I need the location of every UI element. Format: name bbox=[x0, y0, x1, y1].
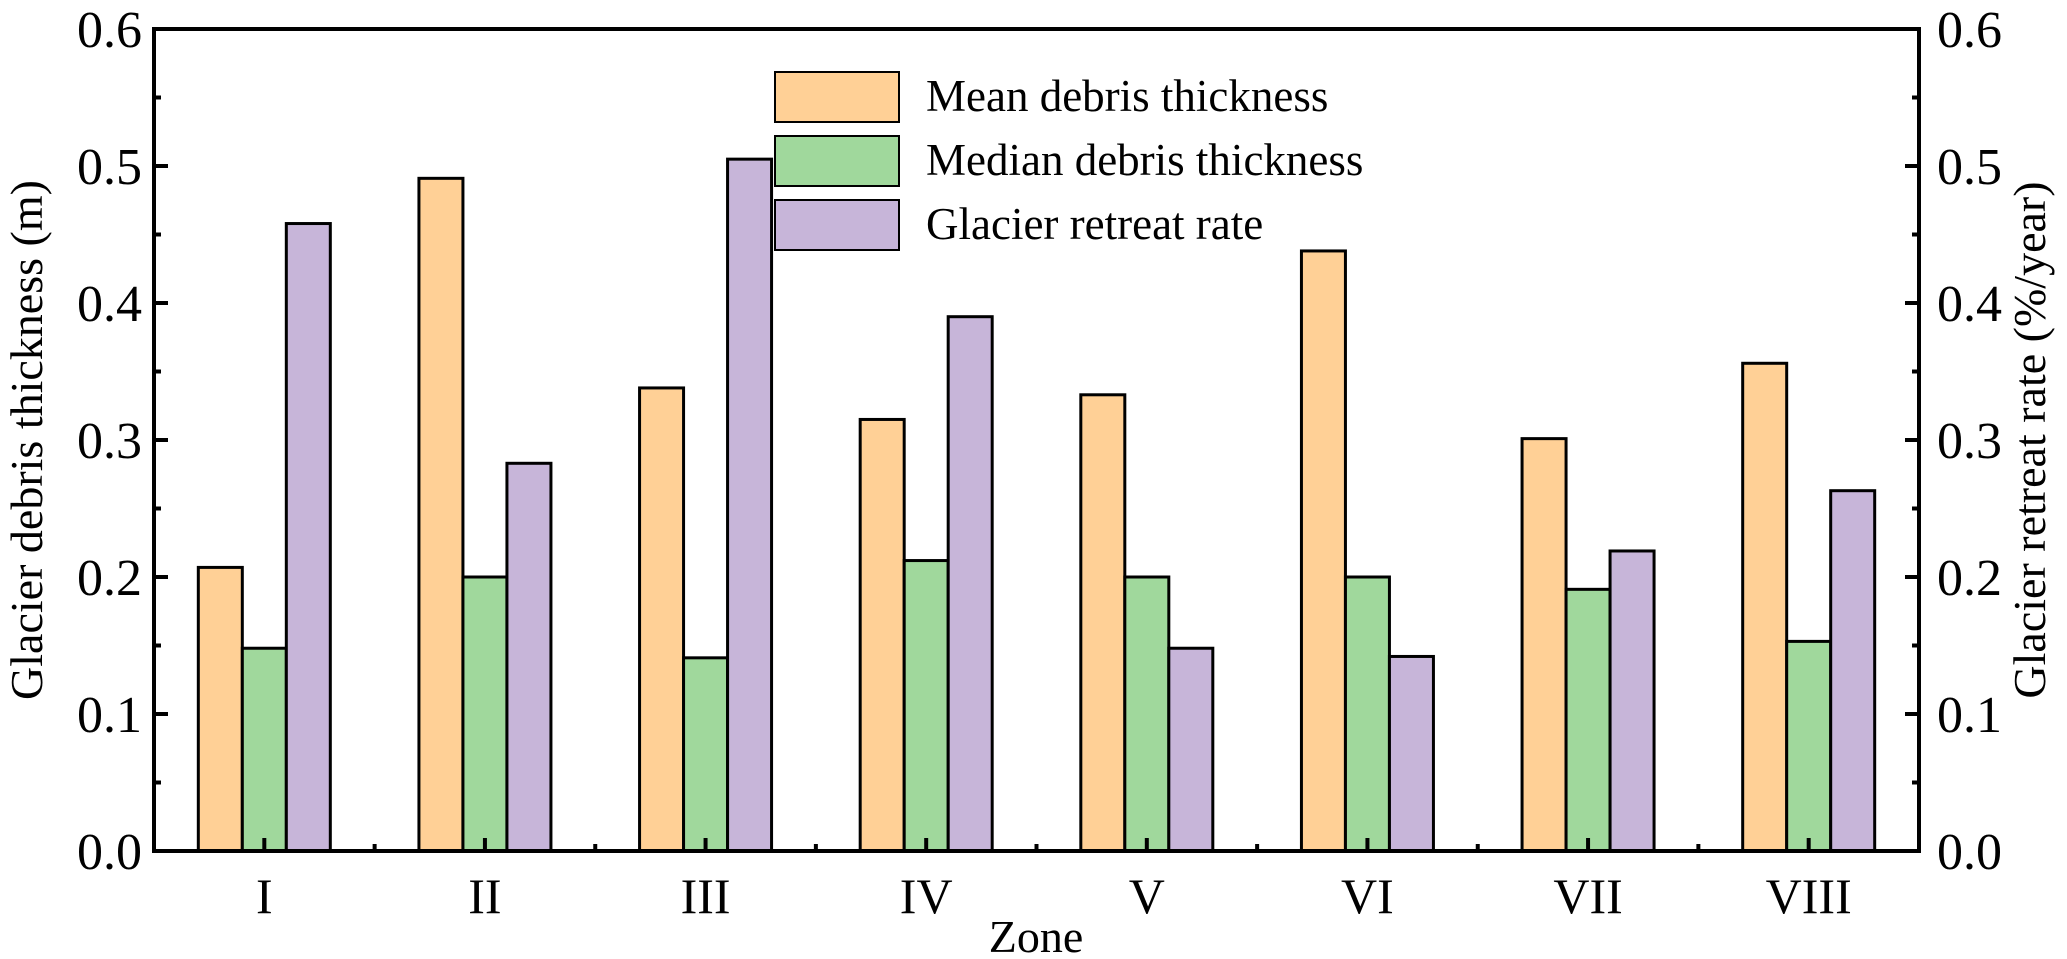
x-tick-label: V bbox=[1129, 868, 1165, 924]
bars-layer bbox=[196, 157, 1877, 853]
bar-IV-3 bbox=[946, 315, 994, 853]
bar-III-3 bbox=[726, 157, 774, 853]
bar-II-1 bbox=[417, 176, 465, 853]
bar-I-3 bbox=[284, 222, 332, 853]
x-tick-label: VIII bbox=[1766, 868, 1852, 924]
y-tick-label: 0.2 bbox=[77, 550, 142, 607]
bar-IV-1 bbox=[858, 417, 906, 853]
y2-axis-label: Glacier retreat rate (%/year) bbox=[2004, 181, 2055, 698]
legend-swatch-2 bbox=[774, 135, 900, 187]
y2-tick-label: 0.4 bbox=[1937, 276, 2002, 333]
y2-tick-label: 0.2 bbox=[1937, 550, 2002, 607]
y2-tick-label: 0.3 bbox=[1937, 413, 2002, 470]
legend-swatch-3 bbox=[774, 199, 900, 251]
bar-III-1 bbox=[638, 386, 686, 853]
y2-tick-label: 0.1 bbox=[1937, 687, 2002, 744]
legend-label-3: Glacier retreat rate bbox=[926, 199, 1263, 249]
bar-VIII-1 bbox=[1741, 361, 1789, 853]
bar-I-1 bbox=[196, 565, 244, 853]
bar-I-2 bbox=[240, 646, 288, 853]
x-tick-label: VI bbox=[1341, 868, 1394, 924]
x-tick-label: III bbox=[681, 868, 731, 924]
legend-swatch-1 bbox=[774, 71, 900, 123]
bar-V-2 bbox=[1123, 575, 1171, 853]
legend: Mean debris thickness Median debris thick… bbox=[774, 71, 1363, 251]
y-tick-label: 0.6 bbox=[77, 2, 142, 59]
bar-VII-2 bbox=[1564, 587, 1612, 853]
bar-VII-3 bbox=[1608, 549, 1656, 853]
bar-VII-1 bbox=[1520, 437, 1568, 853]
y-tick-label: 0.0 bbox=[77, 824, 142, 881]
y-tick-label: 0.5 bbox=[77, 139, 142, 196]
y2-tick-label: 0.6 bbox=[1937, 2, 2002, 59]
bar-VI-1 bbox=[1299, 249, 1347, 853]
y2-tick-label: 0.0 bbox=[1937, 824, 2002, 881]
legend-label-2: Median debris thickness bbox=[926, 135, 1363, 185]
y-axis-label: Glacier debris thickness (m) bbox=[1, 180, 52, 700]
legend-label-1: Mean debris thickness bbox=[926, 71, 1328, 121]
bar-IV-2 bbox=[902, 559, 950, 853]
x-tick-label: IV bbox=[900, 868, 953, 924]
x-tick-label: VII bbox=[1553, 868, 1622, 924]
bar-III-2 bbox=[682, 656, 730, 853]
x-tick-label: I bbox=[256, 868, 273, 924]
x-tick-label: II bbox=[468, 868, 501, 924]
bar-II-3 bbox=[505, 461, 553, 853]
bar-V-3 bbox=[1167, 646, 1215, 853]
bar-VI-3 bbox=[1387, 654, 1435, 853]
bar-VIII-2 bbox=[1785, 639, 1833, 853]
y-tick-label: 0.3 bbox=[77, 413, 142, 470]
bar-V-1 bbox=[1079, 393, 1127, 853]
bar-VI-2 bbox=[1343, 575, 1391, 853]
y2-tick-label: 0.5 bbox=[1937, 139, 2002, 196]
y-tick-label: 0.1 bbox=[77, 687, 142, 744]
bar-VIII-3 bbox=[1829, 489, 1877, 853]
bar-II-2 bbox=[461, 575, 509, 853]
y-tick-label: 0.4 bbox=[77, 276, 142, 333]
x-axis-label: Zone bbox=[989, 911, 1084, 959]
